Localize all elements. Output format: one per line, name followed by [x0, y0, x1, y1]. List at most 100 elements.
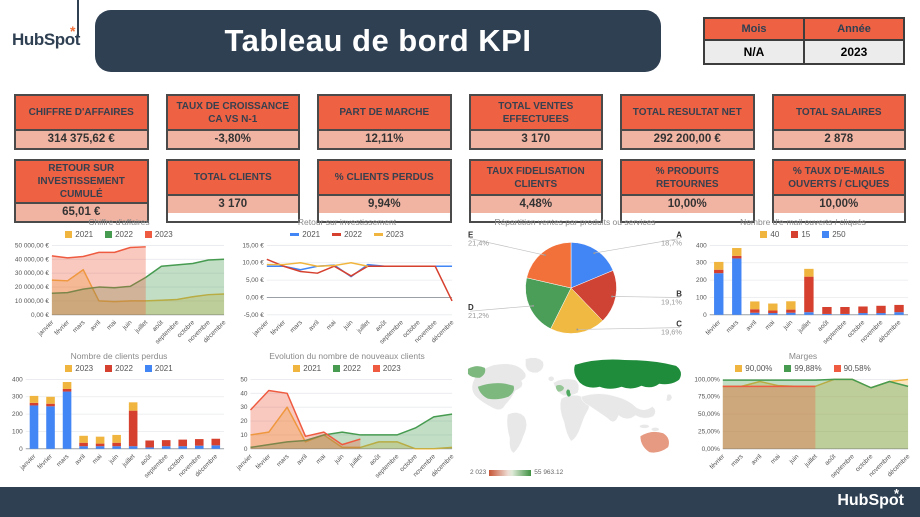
- svg-text:0,00%: 0,00%: [702, 446, 721, 453]
- annee-header-cell: Année: [803, 17, 905, 41]
- kpi-value: 314 375,62 €: [16, 129, 147, 148]
- chart-nouveaux-clients: Evolution du nombre de nouveaux clients …: [236, 350, 458, 480]
- legend-swatch: [65, 231, 73, 238]
- map-color-legend: 2 023 55 963.12: [470, 469, 563, 476]
- svg-text:avril: avril: [89, 319, 102, 332]
- svg-text:juin: juin: [333, 453, 346, 466]
- svg-text:C: C: [676, 320, 682, 329]
- kpi-title: CHIFFRE D'AFFAIRES: [16, 96, 147, 129]
- svg-text:30: 30: [240, 404, 248, 411]
- legend-swatch: [144, 365, 152, 372]
- kpi-title: TOTAL SALAIRES: [773, 96, 904, 129]
- kpi-title: PART DE MARCHE: [319, 96, 450, 129]
- svg-text:21,4%: 21,4%: [468, 238, 489, 247]
- kpi-title: TOTAL RESULTAT NET: [622, 96, 753, 129]
- svg-text:février: février: [36, 453, 54, 471]
- legend-swatch: [372, 365, 380, 372]
- region-indonesia: [651, 427, 660, 432]
- legend-swatch: [784, 365, 792, 372]
- legend-swatch: [105, 365, 113, 372]
- kpi-title: TOTAL VENTES EFFECTUEES: [470, 96, 601, 129]
- logo-divider: [77, 0, 79, 37]
- legend-item: 90,58%: [833, 364, 871, 373]
- svg-text:-5,00 €: -5,00 €: [244, 312, 264, 319]
- svg-text:30 000,00 €: 30 000,00 €: [15, 270, 49, 277]
- bar-chart-plot: 0 100 200 300 400 février mars avril mai juin juil…: [696, 242, 909, 345]
- legend-swatch: [290, 233, 300, 236]
- kpi-grid: CHIFFRE D'AFFAIRES 314 375,62 € TAUX DE …: [14, 94, 906, 223]
- svg-text:mai: mai: [315, 453, 327, 465]
- svg-text:100: 100: [696, 294, 707, 301]
- kpi-value: 3 170: [167, 194, 298, 213]
- svg-text:5,00 €: 5,00 €: [246, 277, 264, 284]
- chart-title: Evolution du nombre de nouveaux clients: [269, 351, 425, 361]
- legend-swatch: [333, 365, 341, 372]
- svg-text:juillet: juillet: [355, 319, 371, 335]
- svg-text:10,00 €: 10,00 €: [242, 260, 264, 267]
- svg-text:E: E: [468, 230, 473, 239]
- chart-title: Marges: [788, 351, 818, 361]
- country-australia: [640, 431, 669, 453]
- svg-text:juillet: juillet: [803, 453, 819, 469]
- svg-text:0: 0: [703, 312, 707, 319]
- kpi-title: TAUX DE CROISSANCE CA VS N-1: [167, 96, 298, 129]
- chart-legend: 2023 2022 2021: [8, 362, 230, 375]
- country-russia: [574, 359, 681, 389]
- legend-swatch: [144, 231, 152, 238]
- mois-value-cell[interactable]: N/A: [703, 39, 805, 65]
- kpi-value: 10,00%: [622, 194, 753, 213]
- kpi-title: RETOUR SUR INVESTISSEMENT CUMULÉ: [16, 161, 147, 202]
- kpi-title: % TAUX D'E-MAILS OUVERTS / CLIQUES: [773, 161, 904, 194]
- chart-title: Nombre d'e-mail ouverts / cliqués: [740, 217, 866, 227]
- svg-text:400: 400: [696, 242, 707, 249]
- svg-text:mai: mai: [770, 453, 782, 465]
- country-usa-alaska: [467, 366, 486, 378]
- mois-header-cell: Mois: [703, 17, 805, 41]
- kpi-value: 65,01 €: [16, 202, 147, 221]
- legend-swatch: [833, 365, 841, 372]
- svg-text:mai: mai: [106, 319, 118, 331]
- svg-text:B: B: [676, 289, 682, 298]
- continent-asia-south: [580, 393, 656, 422]
- kpi-card-produits-retournes: % PRODUITS RETOURNES 10,00%: [620, 159, 755, 223]
- chart-title: Retour sur investissement: [297, 217, 397, 227]
- legend-item: 2021: [290, 230, 320, 239]
- svg-text:0: 0: [19, 446, 23, 453]
- svg-text:40: 40: [240, 390, 248, 397]
- svg-text:juin: juin: [782, 319, 795, 332]
- svg-text:avril: avril: [750, 453, 763, 466]
- svg-text:janvier: janvier: [236, 453, 254, 473]
- footer-hubspot-sprocket-icon: *: [893, 486, 899, 501]
- svg-text:300: 300: [12, 394, 23, 401]
- svg-text:février: février: [709, 453, 727, 471]
- svg-text:juillet: juillet: [348, 453, 364, 469]
- kpi-value: 9,94%: [319, 194, 450, 213]
- legend-item: 15: [791, 230, 810, 239]
- footer-hubspot-logo-text: HubSpot: [837, 492, 904, 509]
- kpi-card-part-marche: PART DE MARCHE 12,11%: [317, 94, 452, 150]
- svg-text:juin: juin: [121, 319, 134, 332]
- legend-item: 2022: [332, 230, 362, 239]
- region-indonesia: [639, 424, 650, 429]
- chart-legend: 2021 2022 2023: [236, 228, 458, 241]
- legend-item: 99,88%: [784, 364, 822, 373]
- chart-clients-perdus: Nombre de clients perdus 2023 2022 2021 0 1…: [8, 350, 230, 480]
- legend-item: 2023: [372, 364, 401, 373]
- svg-text:mai: mai: [91, 453, 103, 465]
- kpi-value: 12,11%: [319, 129, 450, 148]
- kpi-card-clients-perdus: % CLIENTS PERDUS 9,94%: [317, 159, 452, 223]
- map-legend-max: 55 963.12: [534, 469, 564, 476]
- svg-text:février: février: [53, 319, 71, 337]
- filter-table: Mois Année N/A 2023: [703, 17, 905, 65]
- region-uk: [547, 376, 555, 382]
- chart-legend: 90,00% 99,88% 90,58%: [692, 362, 914, 375]
- svg-text:100,00%: 100,00%: [694, 376, 720, 383]
- kpi-card-roi-cumule: RETOUR SUR INVESTISSEMENT CUMULÉ 65,01 €: [14, 159, 149, 223]
- svg-text:août: août: [139, 453, 153, 467]
- kpi-value: 3 170: [470, 129, 601, 148]
- hubspot-logo-text: HubSpot: [12, 30, 81, 49]
- legend-swatch: [760, 231, 768, 238]
- country-usa: [477, 383, 514, 400]
- annee-value-cell[interactable]: 2023: [803, 39, 905, 65]
- kpi-value: 292 200,00 €: [622, 129, 753, 148]
